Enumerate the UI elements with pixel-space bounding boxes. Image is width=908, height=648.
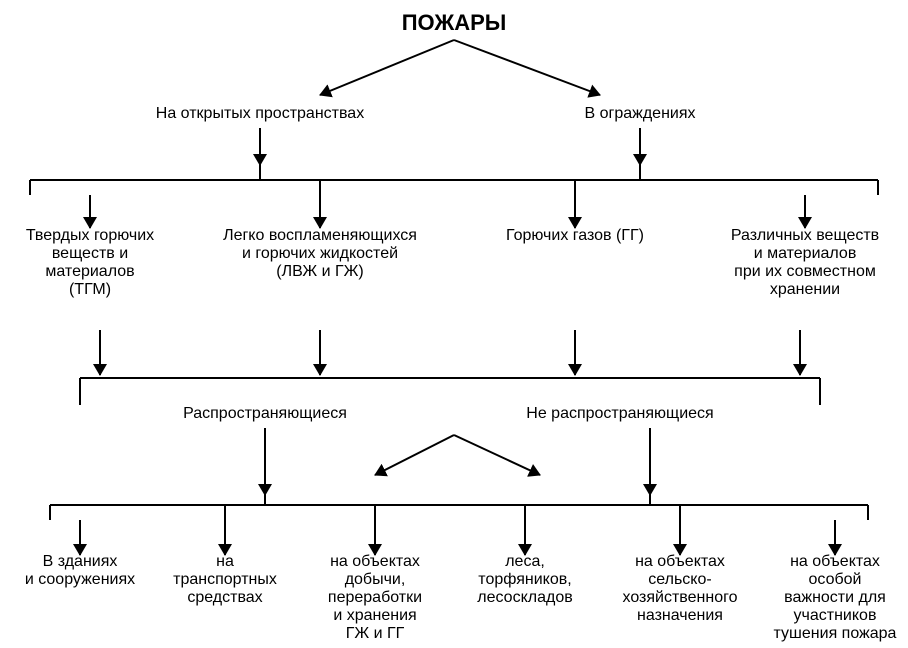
diagram-title: ПОЖАРЫ (402, 10, 507, 35)
node-gg: Горючих газов (ГГ) (506, 227, 644, 244)
node-nospread: Не распространяющиеся (526, 405, 713, 422)
node-agri: на объектахсельско-хозяйственногоназначе… (623, 553, 738, 624)
node-encl: В ограждениях (584, 105, 695, 122)
node-lvzh: Легко воспламеняющихсяи горючих жидкосте… (223, 227, 417, 280)
fire-classification-diagram: ПОЖАРЫ На открытых пространствах В огражде… (0, 0, 908, 648)
node-mix: Различных веществи материаловпри их совм… (731, 227, 879, 298)
node-extract: на объектахдобычи,переработкии храненияГ… (328, 553, 422, 642)
node-spread: Распространяющиеся (183, 405, 347, 422)
node-imp: на объектахособойважности дляучастниковт… (774, 553, 897, 642)
node-open: На открытых пространствах (156, 105, 364, 122)
node-tgm: Твердых горючихвеществ иматериалов(ТГМ) (26, 227, 154, 298)
node-trans: натранспортныхсредствах (173, 553, 277, 606)
node-forest: леса,торфяников,лесоскладов (477, 553, 572, 606)
node-bld: В зданияхи сооружениях (25, 553, 135, 588)
